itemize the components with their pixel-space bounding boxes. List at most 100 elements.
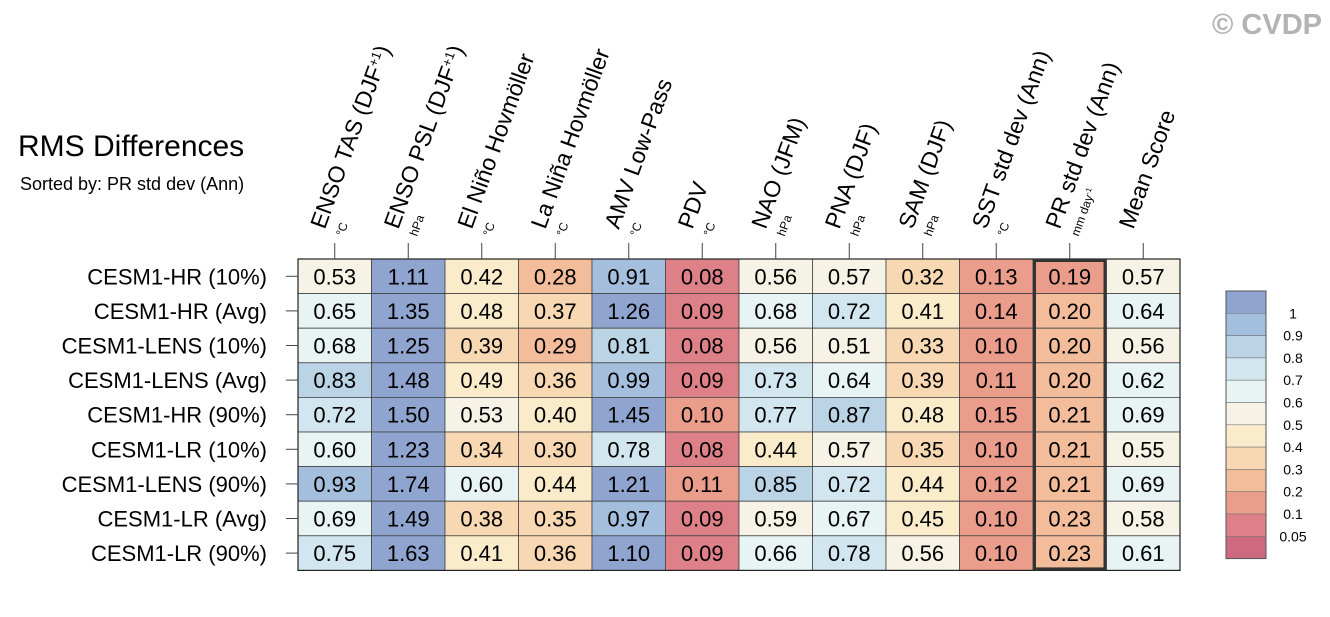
- heatmap-grid: 0.53 1.11 0.42 0.28 0.91 0.08 0.56 0.57 0.32 0.13…: [62, 42, 1181, 571]
- column-unit-label: hPa: [774, 213, 795, 238]
- column-unit-label: hPa: [921, 213, 942, 238]
- heatmap-cell: [665, 258, 740, 294]
- cell-value-label: 1.49: [387, 507, 430, 532]
- column-unit-label: °C: [627, 220, 645, 238]
- cell-value-label: 0.69: [313, 507, 356, 532]
- cell-value-label: 0.44: [534, 472, 577, 497]
- column-header: Mean Score: [1114, 106, 1181, 231]
- heatmap-cell: [959, 258, 1034, 294]
- colorbar-swatch: [1225, 469, 1267, 492]
- cell-value-label: 0.56: [901, 541, 944, 566]
- heatmap-cell: [591, 293, 666, 329]
- column-unit-label: hPa: [848, 213, 869, 238]
- row-label: CESM1-HR (Avg): [94, 299, 267, 324]
- cell-value-label: 0.10: [975, 334, 1018, 359]
- colorbar-tick-label: 0.2: [1283, 484, 1303, 500]
- heatmap-cell: [1106, 362, 1181, 398]
- row-label: CESM1-LR (10%): [91, 437, 267, 462]
- column-unit-superscript: -1: [1082, 186, 1093, 196]
- cell-value-label: 1.63: [387, 541, 430, 566]
- heatmap-cell: [444, 500, 519, 537]
- cell-value-label: 0.15: [975, 403, 1018, 428]
- heatmap-cell: [371, 466, 446, 502]
- cell-value-label: 0.75: [313, 541, 356, 566]
- cell-value-label: 0.58: [1122, 507, 1165, 532]
- column-unit-label: °C: [995, 220, 1013, 238]
- cell-value-label: 0.73: [754, 368, 797, 393]
- cell-value-label: 0.23: [1048, 541, 1091, 566]
- row-label: CESM1-LENS (Avg): [68, 368, 267, 393]
- column-header: SAM (DJF)hPa: [893, 116, 956, 238]
- heatmap-cell: [738, 362, 813, 398]
- heatmap-cell: [518, 500, 593, 537]
- cell-value-label: 0.36: [534, 368, 577, 393]
- cell-value-label: 0.93: [313, 472, 356, 497]
- cell-value-label: 0.45: [901, 507, 944, 532]
- heatmap-cell: [738, 466, 813, 502]
- column-unit-label: °C: [333, 220, 351, 238]
- colorbar-tick-label: 0.7: [1283, 372, 1303, 388]
- cell-value-label: 0.85: [754, 472, 797, 497]
- cell-value-label: 0.78: [828, 541, 871, 566]
- heatmap-cell: [959, 293, 1034, 329]
- column-label: SAM (DJF): [893, 116, 956, 232]
- cell-value-label: 0.41: [901, 299, 944, 324]
- cell-value-label: 0.35: [901, 437, 944, 462]
- cell-value-label: 0.61: [1122, 541, 1165, 566]
- cell-value-label: 0.99: [607, 368, 650, 393]
- cell-value-label: 1.35: [387, 299, 430, 324]
- cell-value-label: 0.56: [754, 334, 797, 359]
- cell-value-label: 0.28: [534, 264, 577, 289]
- cell-value-label: 0.30: [534, 437, 577, 462]
- heatmap-cell: [518, 431, 593, 467]
- heatmap-cell: [738, 535, 813, 571]
- cell-value-label: 0.81: [607, 334, 650, 359]
- heatmap-cell: [812, 258, 887, 294]
- cell-value-label: 0.67: [828, 507, 871, 532]
- cell-value-label: 1.23: [387, 437, 430, 462]
- heatmap-cell: [371, 293, 446, 329]
- cell-value-label: 0.37: [534, 299, 577, 324]
- heatmap-cell: [297, 327, 372, 364]
- colorbar-swatch: [1225, 357, 1267, 381]
- heatmap-cell: [297, 500, 372, 537]
- cell-value-label: 0.42: [460, 264, 503, 289]
- cell-value-label: 0.41: [460, 541, 503, 566]
- heatmap-cell: [1106, 500, 1181, 537]
- cell-value-label: 0.39: [460, 334, 503, 359]
- heatmap-cell: [297, 535, 372, 571]
- heatmap-cell: [812, 293, 887, 329]
- cell-value-label: 1.10: [607, 541, 650, 566]
- cell-value-label: 0.87: [828, 403, 871, 428]
- heatmap-cell: [518, 362, 593, 398]
- cell-value-label: 0.29: [534, 334, 577, 359]
- heatmap-cell: [738, 396, 813, 433]
- cell-value-label: 0.77: [754, 403, 797, 428]
- colorbar-swatch: [1225, 312, 1267, 336]
- heatmap-cell: [738, 293, 813, 329]
- heatmap-cell: [665, 535, 740, 571]
- cell-value-label: 0.68: [754, 299, 797, 324]
- cell-value-label: 1.50: [387, 403, 430, 428]
- colorbar-swatch: [1225, 402, 1267, 426]
- heatmap-cell: [1032, 293, 1107, 329]
- cell-value-label: 1.45: [607, 403, 650, 428]
- cell-value-label: 0.72: [828, 299, 871, 324]
- heatmap-cell: [885, 535, 960, 571]
- heatmap-cell: [1032, 466, 1107, 502]
- column-header: PDV°C: [673, 178, 719, 238]
- cell-value-label: 1.11: [388, 264, 429, 289]
- row-label: CESM1-LR (90%): [91, 541, 267, 566]
- cell-value-label: 0.23: [1048, 507, 1091, 532]
- row-label: CESM1-LR (Avg): [97, 507, 267, 532]
- cell-value-label: 0.68: [313, 334, 356, 359]
- heatmap-cell: [812, 431, 887, 467]
- cell-value-label: 0.10: [975, 507, 1018, 532]
- heatmap-cell: [738, 500, 813, 537]
- heatmap-cell: [959, 362, 1034, 398]
- cell-value-label: 0.09: [681, 541, 724, 566]
- column-header: PNA (DJF)hPa: [820, 120, 882, 238]
- cell-value-label: 1.21: [607, 472, 650, 497]
- cell-value-label: 0.72: [313, 403, 356, 428]
- heatmap-cell: [444, 535, 519, 571]
